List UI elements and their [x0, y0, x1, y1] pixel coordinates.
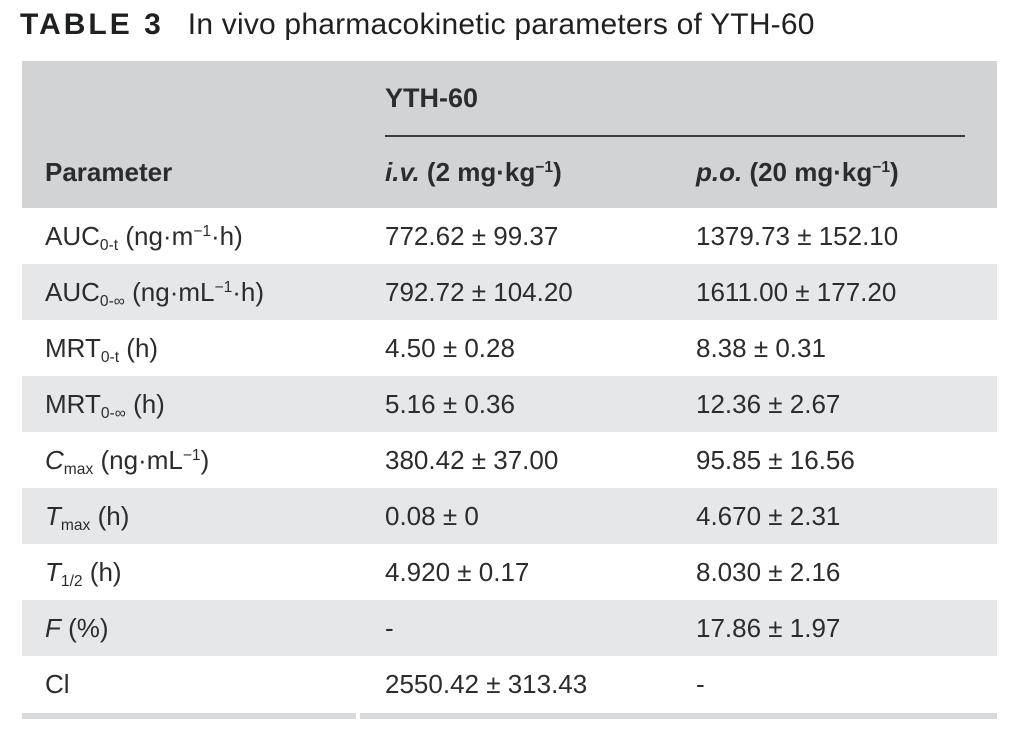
iv-value-cell: 2550.42 ± 313.43 — [385, 668, 588, 699]
param-cell: Tmax (h) — [45, 500, 130, 534]
table-row: MRT0-t (h) 4.50 ± 0.28 8.38 ± 0.31 — [22, 320, 997, 376]
column-header-row: Parameter i.v. (2 mg·kg−1) p.o. (20 mg·k… — [22, 157, 997, 188]
po-value-cell: 95.85 ± 16.56 — [696, 444, 855, 475]
param-cell: Cl — [45, 668, 70, 699]
bottom-rule-gap — [356, 713, 360, 719]
column-header-po: p.o. (20 mg·kg−1) — [696, 157, 899, 187]
param-cell: T1/2 (h) — [45, 556, 122, 590]
iv-value-cell: 4.920 ± 0.17 — [385, 556, 530, 587]
iv-value-cell: 380.42 ± 37.00 — [385, 444, 559, 475]
table-row: MRT0-∞ (h) 5.16 ± 0.36 12.36 ± 2.67 — [22, 376, 997, 432]
iv-value-cell: - — [385, 612, 394, 643]
param-cell: AUC0-∞ (ng·mL−1·h) — [45, 276, 265, 310]
iv-value-cell: 772.62 ± 99.37 — [385, 220, 559, 251]
param-cell: F (%) — [45, 612, 109, 643]
po-value-cell: 4.670 ± 2.31 — [696, 500, 841, 531]
column-header-iv: i.v. (2 mg·kg−1) — [385, 157, 562, 187]
param-cell: MRT0-∞ (h) — [45, 388, 165, 422]
po-value-cell: 17.86 ± 1.97 — [696, 612, 841, 643]
group-header-rule — [385, 135, 965, 137]
iv-value-cell: 5.16 ± 0.36 — [385, 388, 515, 419]
po-value-cell: 8.030 ± 2.16 — [696, 556, 841, 587]
param-cell: MRT0-t (h) — [45, 332, 159, 366]
table-title: In vivo pharmacokinetic parameters of YT… — [187, 8, 815, 41]
table-row: F (%) - 17.86 ± 1.97 — [22, 600, 997, 656]
column-header-parameter: Parameter — [45, 157, 173, 187]
po-value-cell: 8.38 ± 0.31 — [696, 332, 826, 363]
table-row: AUC0-t (ng·m−1·h) 772.62 ± 99.37 1379.73… — [22, 208, 997, 264]
group-header-yth60: YTH-60 — [385, 83, 479, 113]
iv-value-cell: 0.08 ± 0 — [385, 500, 479, 531]
pharmacokinetics-table: YTH-60 Parameter i.v. (2 mg·kg−1) p.o. (… — [22, 61, 997, 719]
table-header: YTH-60 Parameter i.v. (2 mg·kg−1) p.o. (… — [22, 61, 997, 208]
table-body: AUC0-t (ng·m−1·h) 772.62 ± 99.37 1379.73… — [22, 208, 997, 712]
table-row: T1/2 (h) 4.920 ± 0.17 8.030 ± 2.16 — [22, 544, 997, 600]
table-row: Tmax (h) 0.08 ± 0 4.670 ± 2.31 — [22, 488, 997, 544]
table-bottom-rule — [22, 713, 997, 719]
table-number: TABLE 3 — [20, 8, 164, 41]
po-value-cell: 12.36 ± 2.67 — [696, 388, 841, 419]
iv-value-cell: 4.50 ± 0.28 — [385, 332, 515, 363]
table-row: AUC0-∞ (ng·mL−1·h) 792.72 ± 104.20 1611.… — [22, 264, 997, 320]
bottom-rule-right-segment — [360, 713, 997, 719]
param-cell: Cmax (ng·mL−1) — [45, 444, 210, 478]
bottom-rule-left-segment — [22, 713, 356, 719]
po-value-cell: 1379.73 ± 152.10 — [696, 220, 899, 251]
iv-value-cell: 792.72 ± 104.20 — [385, 276, 573, 307]
table-row: Cmax (ng·mL−1) 380.42 ± 37.00 95.85 ± 16… — [22, 432, 997, 488]
table-row: Cl 2550.42 ± 313.43 - — [22, 656, 997, 712]
po-value-cell: - — [696, 668, 705, 699]
po-value-cell: 1611.00 ± 177.20 — [696, 276, 897, 307]
param-cell: AUC0-t (ng·m−1·h) — [45, 220, 243, 254]
table-caption: TABLE 3 In vivo pharmacokinetic parameter… — [20, 8, 815, 42]
